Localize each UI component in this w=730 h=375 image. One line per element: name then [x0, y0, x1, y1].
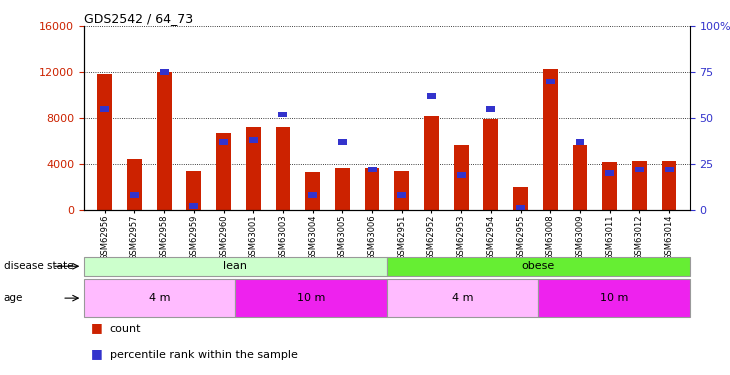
Bar	[486, 106, 496, 112]
Text: 4 m: 4 m	[452, 293, 473, 303]
Text: 10 m: 10 m	[297, 293, 326, 303]
Bar	[275, 128, 291, 210]
Bar	[308, 192, 317, 198]
Bar	[157, 72, 172, 210]
Bar	[84, 279, 235, 317]
Bar	[97, 75, 112, 210]
Bar	[664, 167, 674, 172]
Bar	[543, 69, 558, 210]
Bar	[635, 167, 644, 172]
Bar	[235, 279, 387, 317]
Bar	[278, 112, 288, 117]
Text: disease state: disease state	[4, 261, 73, 271]
Bar	[305, 172, 320, 210]
Bar	[249, 137, 258, 143]
Bar	[457, 172, 466, 178]
Bar	[335, 168, 350, 210]
Bar	[632, 160, 647, 210]
Bar	[364, 168, 380, 210]
Text: 10 m: 10 m	[600, 293, 629, 303]
Bar	[427, 93, 436, 99]
Bar	[387, 257, 690, 276]
Bar	[246, 128, 261, 210]
Bar	[127, 159, 142, 210]
Bar	[661, 160, 677, 210]
Bar	[397, 192, 406, 198]
Text: age: age	[4, 293, 23, 303]
Text: 4 m: 4 m	[149, 293, 170, 303]
Bar	[387, 279, 538, 317]
Bar	[368, 167, 377, 172]
Bar	[605, 170, 614, 176]
Bar	[216, 133, 231, 210]
Bar	[130, 192, 139, 198]
Bar	[424, 116, 439, 210]
Bar	[538, 279, 690, 317]
Bar	[338, 139, 347, 145]
Text: lean: lean	[223, 261, 247, 271]
Text: ■: ■	[91, 321, 103, 334]
Text: percentile rank within the sample: percentile rank within the sample	[110, 350, 297, 360]
Bar	[546, 78, 555, 84]
Bar	[394, 171, 410, 210]
Bar	[575, 139, 585, 145]
Bar	[572, 144, 588, 210]
Bar	[186, 171, 201, 210]
Bar	[100, 106, 110, 112]
Bar	[219, 139, 228, 145]
Bar	[513, 187, 528, 210]
Bar	[454, 144, 469, 210]
Bar	[160, 69, 169, 75]
Bar	[189, 204, 199, 209]
Text: obese: obese	[522, 261, 555, 271]
Text: GDS2542 / 64_73: GDS2542 / 64_73	[84, 12, 193, 25]
Bar	[84, 257, 387, 276]
Text: count: count	[110, 324, 141, 334]
Text: ■: ■	[91, 347, 103, 360]
Bar	[516, 205, 525, 211]
Bar	[602, 162, 617, 210]
Bar	[483, 119, 499, 210]
